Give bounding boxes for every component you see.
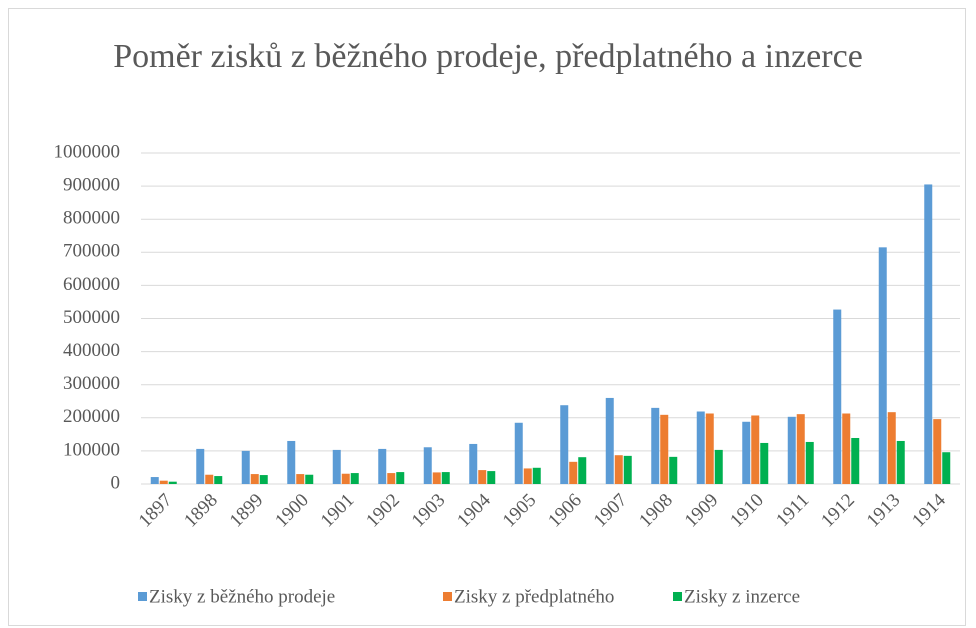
bar	[432, 472, 441, 484]
bar	[605, 397, 614, 484]
y-tick-label: 700000	[63, 241, 120, 262]
y-tick-label: 100000	[63, 439, 120, 460]
bar	[469, 443, 478, 484]
bar	[805, 441, 814, 484]
bar	[296, 474, 305, 484]
bar	[487, 471, 496, 484]
bar	[250, 474, 259, 484]
bar	[660, 414, 669, 484]
y-tick-label: 200000	[63, 406, 120, 427]
bar	[478, 470, 487, 484]
bar	[560, 405, 569, 484]
x-tick-label: 1910	[726, 490, 768, 532]
bar	[669, 456, 678, 484]
y-tick-label: 900000	[63, 174, 120, 195]
bar	[569, 461, 578, 484]
bar	[924, 184, 933, 484]
x-tick-label: 1903	[408, 490, 450, 532]
x-tick-label: 1905	[499, 490, 541, 532]
bar	[751, 415, 760, 484]
bar	[942, 452, 951, 484]
bar	[196, 448, 205, 484]
bar	[796, 414, 805, 484]
bar	[623, 455, 632, 484]
bar	[714, 449, 723, 484]
bar	[878, 247, 887, 484]
bar	[614, 455, 623, 484]
bar	[287, 440, 296, 484]
y-tick-label: 400000	[63, 340, 120, 361]
legend-swatch	[138, 592, 147, 601]
x-tick-label: 1902	[362, 490, 404, 532]
bar	[150, 477, 159, 484]
x-tick-label: 1914	[908, 489, 950, 531]
bar	[787, 416, 796, 484]
bar	[696, 411, 705, 484]
bar	[578, 457, 587, 484]
bar	[341, 473, 350, 484]
x-tick-label: 1906	[544, 490, 586, 532]
bar	[259, 475, 268, 484]
bar	[378, 448, 387, 484]
bar	[159, 480, 168, 484]
x-tick-label: 1898	[180, 490, 222, 532]
bar	[651, 407, 660, 484]
x-tick-label: 1913	[863, 490, 905, 532]
y-tick-label: 500000	[63, 307, 120, 328]
chart-title: Poměr zisků z běžného prodeje, předplatn…	[113, 38, 863, 75]
x-tick-label: 1912	[817, 490, 859, 532]
bar	[705, 413, 714, 484]
x-tick-label: 1897	[135, 490, 177, 532]
bar	[305, 474, 314, 484]
bar	[896, 440, 905, 484]
bar	[887, 412, 896, 484]
bar	[396, 472, 405, 484]
bar	[214, 476, 223, 484]
bar	[241, 450, 250, 484]
bar	[441, 472, 450, 484]
bar	[514, 422, 523, 484]
bar	[168, 481, 177, 484]
bar	[933, 419, 942, 484]
x-tick-label: 1909	[681, 490, 723, 532]
y-tick-label: 1000000	[54, 141, 121, 162]
bar	[332, 449, 341, 484]
bar	[350, 473, 359, 484]
bar	[523, 468, 532, 484]
bar	[387, 473, 396, 484]
bar	[833, 309, 842, 484]
legend-swatch	[673, 592, 682, 601]
y-tick-label: 800000	[63, 208, 120, 229]
y-tick-label: 600000	[63, 274, 120, 295]
x-tick-label: 1904	[453, 489, 495, 531]
x-tick-label: 1907	[590, 490, 632, 532]
x-tick-label: 1908	[635, 490, 677, 532]
legend-label: Zisky z předplatného	[454, 586, 614, 607]
x-tick-label: 1901	[317, 490, 359, 532]
x-tick-label: 1911	[772, 490, 813, 531]
bar	[851, 437, 860, 484]
x-tick-label: 1900	[271, 490, 313, 532]
bar	[532, 467, 541, 484]
y-tick-label: 300000	[63, 373, 120, 394]
x-tick-label: 1899	[226, 490, 268, 532]
bar	[842, 413, 851, 484]
legend-label: Zisky z inzerce	[684, 586, 800, 607]
legend-swatch	[443, 592, 452, 601]
y-tick-label: 0	[111, 472, 121, 493]
chart-frame	[8, 8, 966, 626]
legend-label: Zisky z běžného prodeje	[149, 586, 335, 607]
bar	[760, 442, 769, 484]
bar	[742, 421, 751, 484]
bar	[423, 447, 432, 484]
bar	[205, 474, 214, 484]
